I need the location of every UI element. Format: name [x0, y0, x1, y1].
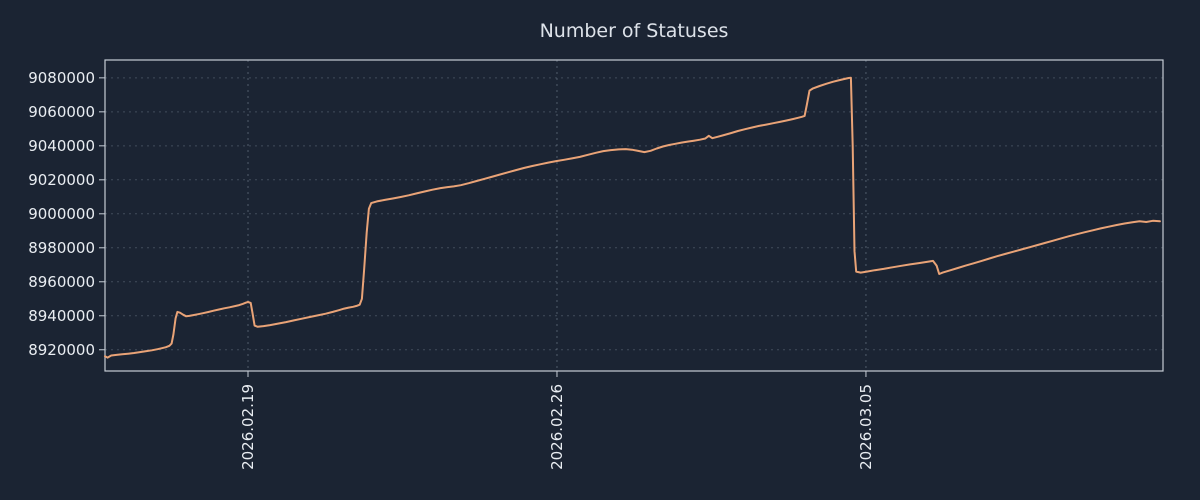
y-tick-label: 9080000: [28, 69, 95, 87]
chart-title: Number of Statuses: [540, 20, 729, 42]
y-tick-label: 8960000: [28, 273, 95, 291]
y-tick-label: 9060000: [28, 103, 95, 121]
y-tick-label: 8980000: [28, 239, 95, 257]
y-tick-label: 9040000: [28, 137, 95, 155]
y-tick-label: 9000000: [28, 205, 95, 223]
x-tick-label: 2026.02.19: [239, 384, 257, 470]
y-tick-label: 8920000: [28, 341, 95, 359]
y-tick-label: 9020000: [28, 171, 95, 189]
x-tick-label: 2026.03.05: [857, 384, 875, 470]
y-tick-label: 8940000: [28, 307, 95, 325]
series-line: [104, 76, 1161, 359]
plot-area: 8920000 8940000 8960000 8980000 9000000 90200…: [28, 59, 1164, 470]
x-tick-label: 2026.02.26: [548, 384, 566, 470]
plot-border: [104, 59, 1164, 372]
